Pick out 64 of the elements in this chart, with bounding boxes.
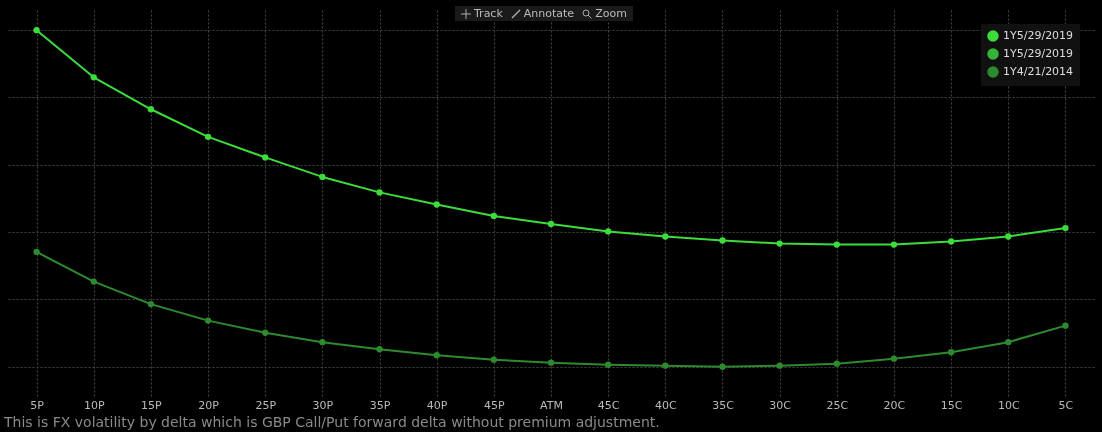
point [262,154,269,161]
point [90,74,97,81]
point [1005,233,1012,240]
text: Zoom [595,7,627,20]
point [890,241,898,248]
point [376,189,383,196]
point [262,329,269,336]
x-tick-label: 15C [940,398,963,412]
x-tick-label: 35P [369,398,391,412]
text: Track [474,7,503,20]
x-tick-label: 15P [141,398,163,412]
x-tick-label: 5C [1058,398,1074,412]
point [90,278,97,285]
text: Annotate [523,7,575,20]
point [547,220,555,228]
point [605,361,612,368]
legend-label: 1Y4/21/2014 [1003,65,1074,78]
point [33,248,40,256]
x-tick-label: 30P [312,398,334,412]
legend-label: 1Y5/29/2019 [1003,47,1074,60]
point [833,241,840,248]
point [547,359,555,366]
point [147,106,155,113]
point [204,317,212,324]
point [319,173,326,181]
x-tick-label: 20P [198,398,220,412]
x-tick-label: 10P [83,398,105,412]
point [890,355,898,362]
x-tick-label: 45P [484,398,506,412]
x-tick-label: 40P [426,398,448,412]
point [433,352,440,359]
point [1062,224,1069,232]
point [662,362,669,369]
point [147,300,155,308]
point [1005,338,1012,346]
point [947,349,955,356]
point [204,133,212,141]
point [719,363,726,370]
x-tick-label: 45C [597,398,620,412]
point [776,362,783,369]
point [490,356,497,363]
x-tick-label: 25C [826,398,849,412]
x-tick-label: 10C [997,398,1020,412]
point [433,201,440,208]
text: This is FX volatility by delta which is GBP Call/Put forward delta without premium adjustment. [4,414,660,430]
point [947,238,955,245]
x-tick-label: ATM [540,398,563,412]
x-tick-label: 40C [654,398,677,412]
legend-label: 1Y5/29/2019 [1003,29,1074,42]
point [719,237,726,244]
point [662,233,669,240]
point [776,240,783,247]
x-tick-label: 25P [255,398,277,412]
point [605,228,612,235]
x-tick-label: 20C [883,398,906,412]
x-tick-label: 30C [769,398,792,412]
point [1062,322,1069,329]
x-tick-label: 5P [30,398,45,412]
point [490,212,497,220]
point [376,346,383,353]
x-tick-label: 35C [712,398,735,412]
point [319,338,326,346]
point [833,360,840,367]
point [33,27,40,34]
